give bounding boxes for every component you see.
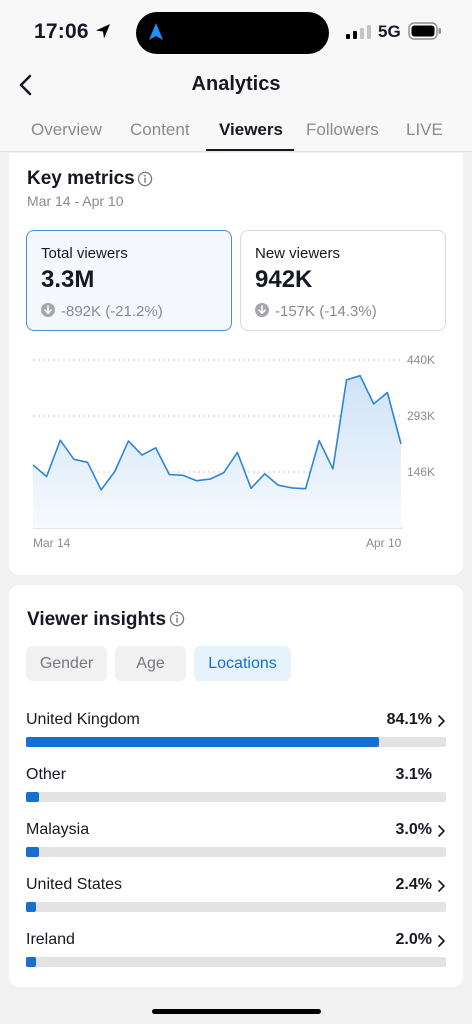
metric-label: Total viewers [41, 245, 128, 262]
location-bar-fill [26, 902, 37, 912]
location-row[interactable]: Malaysia 3.0% [26, 821, 446, 876]
location-percent: 2.4% [395, 876, 432, 893]
chart-area-fill [33, 375, 401, 528]
x-tick-label-end: Apr 10 [366, 536, 402, 550]
header: Analytics Overview Content Viewers Follo… [0, 64, 472, 152]
chevron-right-icon [438, 825, 445, 837]
key-metrics-card: Key metrics Mar 14 - Apr 10 Total viewer… [9, 153, 463, 575]
filter-locations[interactable]: Locations [194, 646, 291, 681]
down-arrow-icon [41, 303, 55, 317]
x-tick-label-start: Mar 14 [33, 536, 71, 550]
navigation-arrow-icon [149, 23, 163, 40]
tab-overview[interactable]: Overview [31, 120, 102, 139]
location-row[interactable]: United Kingdom 84.1% [26, 711, 446, 766]
metric-card-total-viewers[interactable]: Total viewers 3.3M -892K (-21.2%) [26, 230, 232, 331]
page-title: Analytics [191, 73, 281, 95]
viewer-insights-title: Viewer insights [27, 609, 167, 630]
chevron-right-icon [438, 935, 445, 947]
location-name: United States [26, 876, 123, 893]
info-icon[interactable] [137, 171, 153, 187]
battery-icon [408, 22, 441, 40]
metric-label: New viewers [255, 245, 341, 262]
y-tick-label: 440K [407, 353, 435, 367]
location-bar-track [26, 902, 446, 912]
status-time: 17:06 [34, 20, 89, 43]
location-bar-fill [26, 792, 40, 802]
location-row[interactable]: United States 2.4% [26, 876, 446, 931]
location-percent: 3.0% [395, 821, 432, 838]
location-bar-fill [26, 737, 380, 747]
date-range: Mar 14 - Apr 10 [27, 193, 124, 209]
info-icon[interactable] [169, 611, 185, 627]
home-indicator[interactable] [152, 1009, 321, 1014]
chevron-right-icon [438, 715, 445, 727]
location-bar-fill [26, 957, 36, 967]
location-bar-track [26, 737, 446, 747]
location-bar-track [26, 957, 446, 967]
location-row: Other 3.1% [26, 766, 446, 821]
location-row[interactable]: Ireland 2.0% [26, 931, 446, 986]
tab-live[interactable]: LIVE [406, 120, 443, 139]
active-tab-indicator [206, 149, 294, 151]
signal-icon [346, 25, 371, 39]
key-metrics-title: Key metrics [27, 168, 135, 189]
metric-value: 942K [255, 266, 313, 293]
filter-age[interactable]: Age [115, 646, 186, 681]
location-percent: 3.1% [395, 766, 432, 783]
back-arrow-icon[interactable] [14, 72, 40, 98]
tab-followers[interactable]: Followers [306, 120, 379, 139]
viewer-insights-card: Viewer insights Gender Age Locations Uni… [9, 585, 463, 987]
filter-gender[interactable]: Gender [26, 646, 107, 681]
metric-card-new-viewers[interactable]: New viewers 942K -157K (-14.3%) [240, 230, 446, 331]
location-name: Other [26, 766, 67, 783]
dynamic-island [136, 12, 329, 54]
location-bar-track [26, 847, 446, 857]
chevron-right-icon [438, 880, 445, 892]
tab-content[interactable]: Content [130, 120, 190, 139]
location-name: Malaysia [26, 821, 90, 838]
down-arrow-icon [255, 303, 269, 317]
location-percent: 84.1% [386, 711, 432, 728]
status-bar: 17:06 5G [0, 0, 472, 64]
metric-delta: -892K (-21.2%) [61, 303, 163, 320]
location-bar-fill [26, 847, 39, 857]
location-percent: 2.0% [395, 931, 432, 948]
network-type: 5G [378, 22, 401, 41]
y-tick-label: 293K [407, 409, 435, 423]
location-name: Ireland [26, 931, 75, 948]
tab-bar: Overview Content Viewers Followers LIVE [0, 120, 472, 150]
location-name: United Kingdom [26, 711, 140, 728]
viewers-line-chart: 440K 293K 146K Mar 14 Apr 10 [32, 353, 435, 550]
tab-viewers[interactable]: Viewers [219, 120, 283, 139]
chart-series-line [32, 374, 402, 491]
location-arrow-icon [96, 24, 110, 39]
location-bar-track [26, 792, 446, 802]
metric-delta: -157K (-14.3%) [275, 303, 377, 320]
y-tick-label: 146K [407, 465, 435, 479]
metric-value: 3.3M [41, 266, 95, 293]
